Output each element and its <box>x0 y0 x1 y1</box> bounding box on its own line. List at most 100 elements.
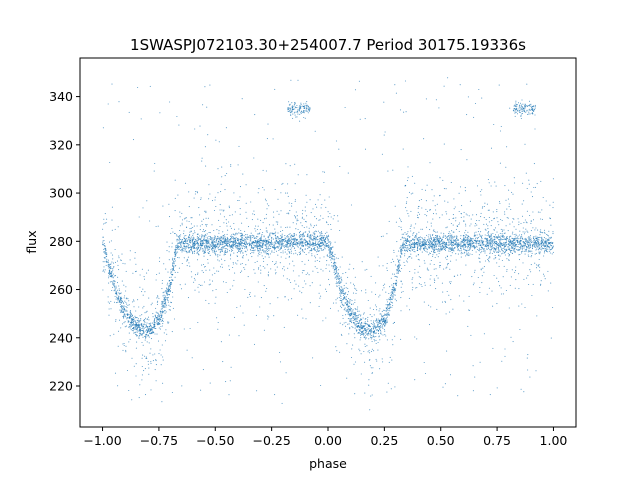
data-point <box>512 246 514 248</box>
data-point <box>431 240 433 242</box>
data-point <box>213 229 215 232</box>
data-point <box>341 292 343 294</box>
data-point <box>398 265 400 267</box>
data-point <box>229 240 231 242</box>
data-point <box>522 241 524 243</box>
data-point <box>399 249 402 251</box>
data-point <box>130 319 132 321</box>
data-point <box>115 292 117 294</box>
data-point <box>181 222 183 224</box>
data-point <box>179 241 181 243</box>
data-point <box>334 261 336 264</box>
data-point <box>247 226 250 228</box>
data-point <box>376 319 378 321</box>
data-point <box>429 236 432 238</box>
data-point <box>419 248 421 250</box>
data-point <box>225 241 227 243</box>
data-point <box>251 236 253 238</box>
data-point <box>281 244 283 246</box>
data-point <box>274 244 276 246</box>
data-point <box>251 256 253 258</box>
data-point <box>547 251 549 253</box>
data-point <box>177 239 179 241</box>
data-point <box>464 237 466 239</box>
data-point <box>453 248 455 250</box>
data-point <box>508 242 510 245</box>
data-point <box>317 199 319 201</box>
data-point <box>286 234 288 237</box>
data-point <box>508 206 510 208</box>
data-point <box>498 236 500 238</box>
data-point <box>551 248 553 250</box>
data-point <box>513 238 515 240</box>
data-point <box>214 272 216 274</box>
data-point <box>509 244 511 246</box>
data-point <box>411 243 414 245</box>
data-point <box>113 282 115 284</box>
data-point <box>425 242 427 244</box>
data-point <box>493 235 495 238</box>
data-point <box>461 246 463 248</box>
data-point <box>426 248 428 250</box>
data-point <box>326 242 329 245</box>
data-point <box>548 246 550 248</box>
data-point <box>403 246 406 248</box>
data-point <box>511 237 513 239</box>
data-point <box>256 233 258 235</box>
data-point <box>128 300 130 302</box>
data-point <box>470 240 472 242</box>
data-point <box>253 235 255 237</box>
data-point <box>352 319 354 321</box>
data-point <box>523 245 525 247</box>
data-point <box>217 246 219 248</box>
data-point <box>432 218 434 220</box>
data-point <box>394 294 396 296</box>
data-point <box>139 330 141 333</box>
data-point <box>537 241 539 243</box>
data-point <box>411 249 413 251</box>
data-point <box>495 247 497 250</box>
data-point <box>491 246 493 248</box>
data-point <box>539 243 541 245</box>
data-point <box>495 250 497 252</box>
data-point <box>255 235 258 237</box>
data-point <box>325 267 327 270</box>
data-point <box>278 245 280 247</box>
data-point <box>261 235 263 237</box>
data-point <box>518 242 520 244</box>
data-point <box>449 234 451 236</box>
data-point <box>425 200 427 202</box>
data-point <box>426 267 428 269</box>
data-point <box>530 243 532 246</box>
data-point <box>393 294 395 296</box>
data-point <box>154 324 156 326</box>
data-point <box>342 299 344 301</box>
data-point <box>547 234 549 236</box>
data-point <box>294 280 296 282</box>
data-point <box>368 349 370 351</box>
data-point <box>525 237 527 239</box>
data-point <box>333 270 335 272</box>
data-point <box>337 220 339 222</box>
data-point <box>542 239 544 241</box>
data-point <box>537 239 539 241</box>
data-point <box>117 330 120 332</box>
data-point <box>510 336 512 338</box>
data-point <box>429 237 431 239</box>
data-point <box>289 263 291 265</box>
data-point <box>146 335 148 337</box>
data-point <box>178 257 180 259</box>
data-point <box>180 241 182 243</box>
data-point <box>521 237 523 239</box>
data-point <box>388 313 390 315</box>
data-point <box>371 337 373 339</box>
data-point <box>349 312 351 315</box>
data-point <box>320 248 322 250</box>
data-point <box>409 250 411 252</box>
data-point <box>428 269 430 271</box>
data-point <box>429 244 432 246</box>
data-point <box>310 225 312 227</box>
data-point <box>124 326 126 328</box>
data-point <box>331 257 333 259</box>
data-point <box>228 250 231 252</box>
